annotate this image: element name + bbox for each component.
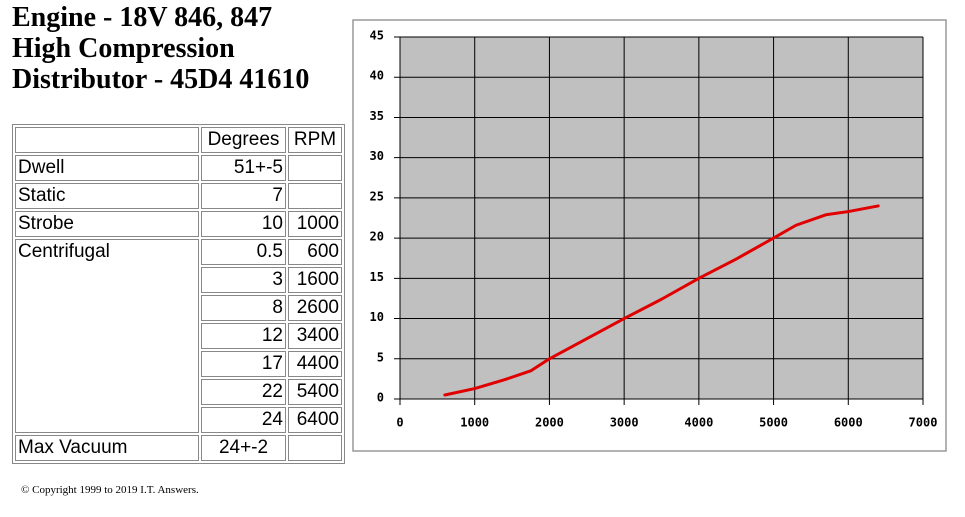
cell [288, 155, 342, 181]
table-row: 12 3400 [15, 323, 342, 349]
y-tick-label: 30 [370, 149, 384, 163]
table-row: Degrees RPM [15, 127, 342, 153]
title: Engine - 18V 846, 847 High Compression D… [12, 2, 309, 95]
chart: 0 5 10 15 20 25 30 35 40 45 0 1000 2000 3000 4000 5000 6… [352, 19, 947, 452]
x-tick-label: 3000 [610, 416, 639, 430]
cell: 24+-2 [201, 435, 286, 461]
table-row: Dwell 51+-5 [15, 155, 342, 181]
row-label: Max Vacuum [15, 435, 199, 461]
row-label: Static [15, 183, 199, 209]
table-row: 8 2600 [15, 295, 342, 321]
y-tick-label: 20 [370, 230, 384, 244]
x-tick-label: 4000 [684, 416, 713, 430]
cell: 22 [201, 379, 286, 405]
cell: 6400 [288, 407, 342, 433]
y-tick-label: 10 [370, 310, 384, 324]
y-tick-label: 5 [377, 350, 384, 364]
title-line: Engine - 18V 846, 847 [12, 2, 273, 33]
cell: 3400 [288, 323, 342, 349]
cell: 4400 [288, 351, 342, 377]
cell: 10 [201, 211, 286, 237]
y-tick-label: 35 [370, 109, 384, 123]
data-line [443, 204, 880, 397]
x-tick-label: 5000 [759, 416, 788, 430]
y-tick-label: 45 [370, 29, 384, 43]
x-tick-label: 1000 [460, 416, 489, 430]
table-row: Static 7 [15, 183, 342, 209]
cell: 3 [201, 267, 286, 293]
row-label: Strobe [15, 211, 199, 237]
cell: 600 [288, 239, 342, 265]
cell: 0.5 [201, 239, 286, 265]
x-tick-label: 6000 [834, 416, 863, 430]
column-header: Degrees [201, 127, 286, 153]
row-label: Centrifugal [15, 239, 199, 433]
cell: 5400 [288, 379, 342, 405]
cell: 8 [201, 295, 286, 321]
x-tick-label: 7000 [909, 416, 938, 430]
y-tick-label: 25 [370, 189, 384, 203]
cell: 1000 [288, 211, 342, 237]
cell: 1600 [288, 267, 342, 293]
cell [288, 183, 342, 209]
cell: 51+-5 [201, 155, 286, 181]
y-tick-label: 40 [370, 69, 384, 83]
y-tick-label: 0 [377, 391, 384, 405]
cell: 24 [201, 407, 286, 433]
table-row: Strobe 10 1000 [15, 211, 342, 237]
cell: 2600 [288, 295, 342, 321]
title-line: Distributor - 45D4 41610 [12, 64, 310, 95]
table-row: 22 5400 [15, 379, 342, 405]
table-row: 24 6400 [15, 407, 342, 433]
cell [15, 127, 199, 153]
plot-area [400, 37, 923, 399]
copyright: © Copyright 1999 to 2019 I.T. Answers. [21, 484, 199, 496]
y-tick-label: 15 [370, 270, 384, 284]
table-row: Centrifugal 0.5 600 [15, 239, 342, 433]
row-label: Dwell [15, 155, 199, 181]
column-header: RPM [288, 127, 342, 153]
cell: 12 [201, 323, 286, 349]
cell [288, 435, 342, 461]
cell: 17 [201, 351, 286, 377]
spec-table: Degrees RPM Dwell 51+-5 Static 7 Strobe 10 10… [12, 124, 345, 464]
x-tick-label: 0 [396, 416, 403, 430]
table-row: 17 4400 [15, 351, 342, 377]
cell: 7 [201, 183, 286, 209]
table-row: 3 1600 [15, 267, 342, 293]
title-line: High Compression [12, 33, 235, 64]
x-tick-label: 2000 [535, 416, 564, 430]
table-row: Max Vacuum 24+-2 [15, 435, 342, 461]
